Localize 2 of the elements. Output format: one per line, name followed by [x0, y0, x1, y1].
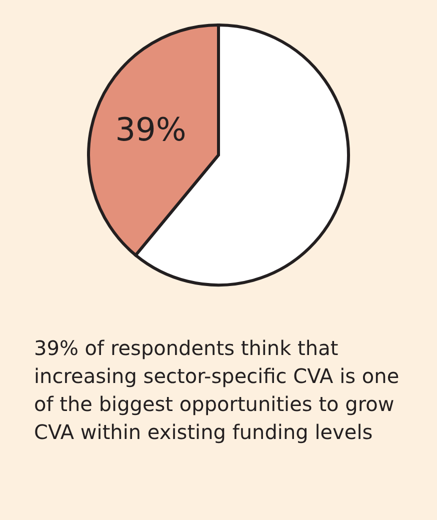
- text: 39% of respondents think that increasing sector-specific CVA is one of the biggest opportunities to grow CVA within existing funding levels: [33, 335, 400, 446]
- data-label: 39%: [115, 110, 186, 149]
